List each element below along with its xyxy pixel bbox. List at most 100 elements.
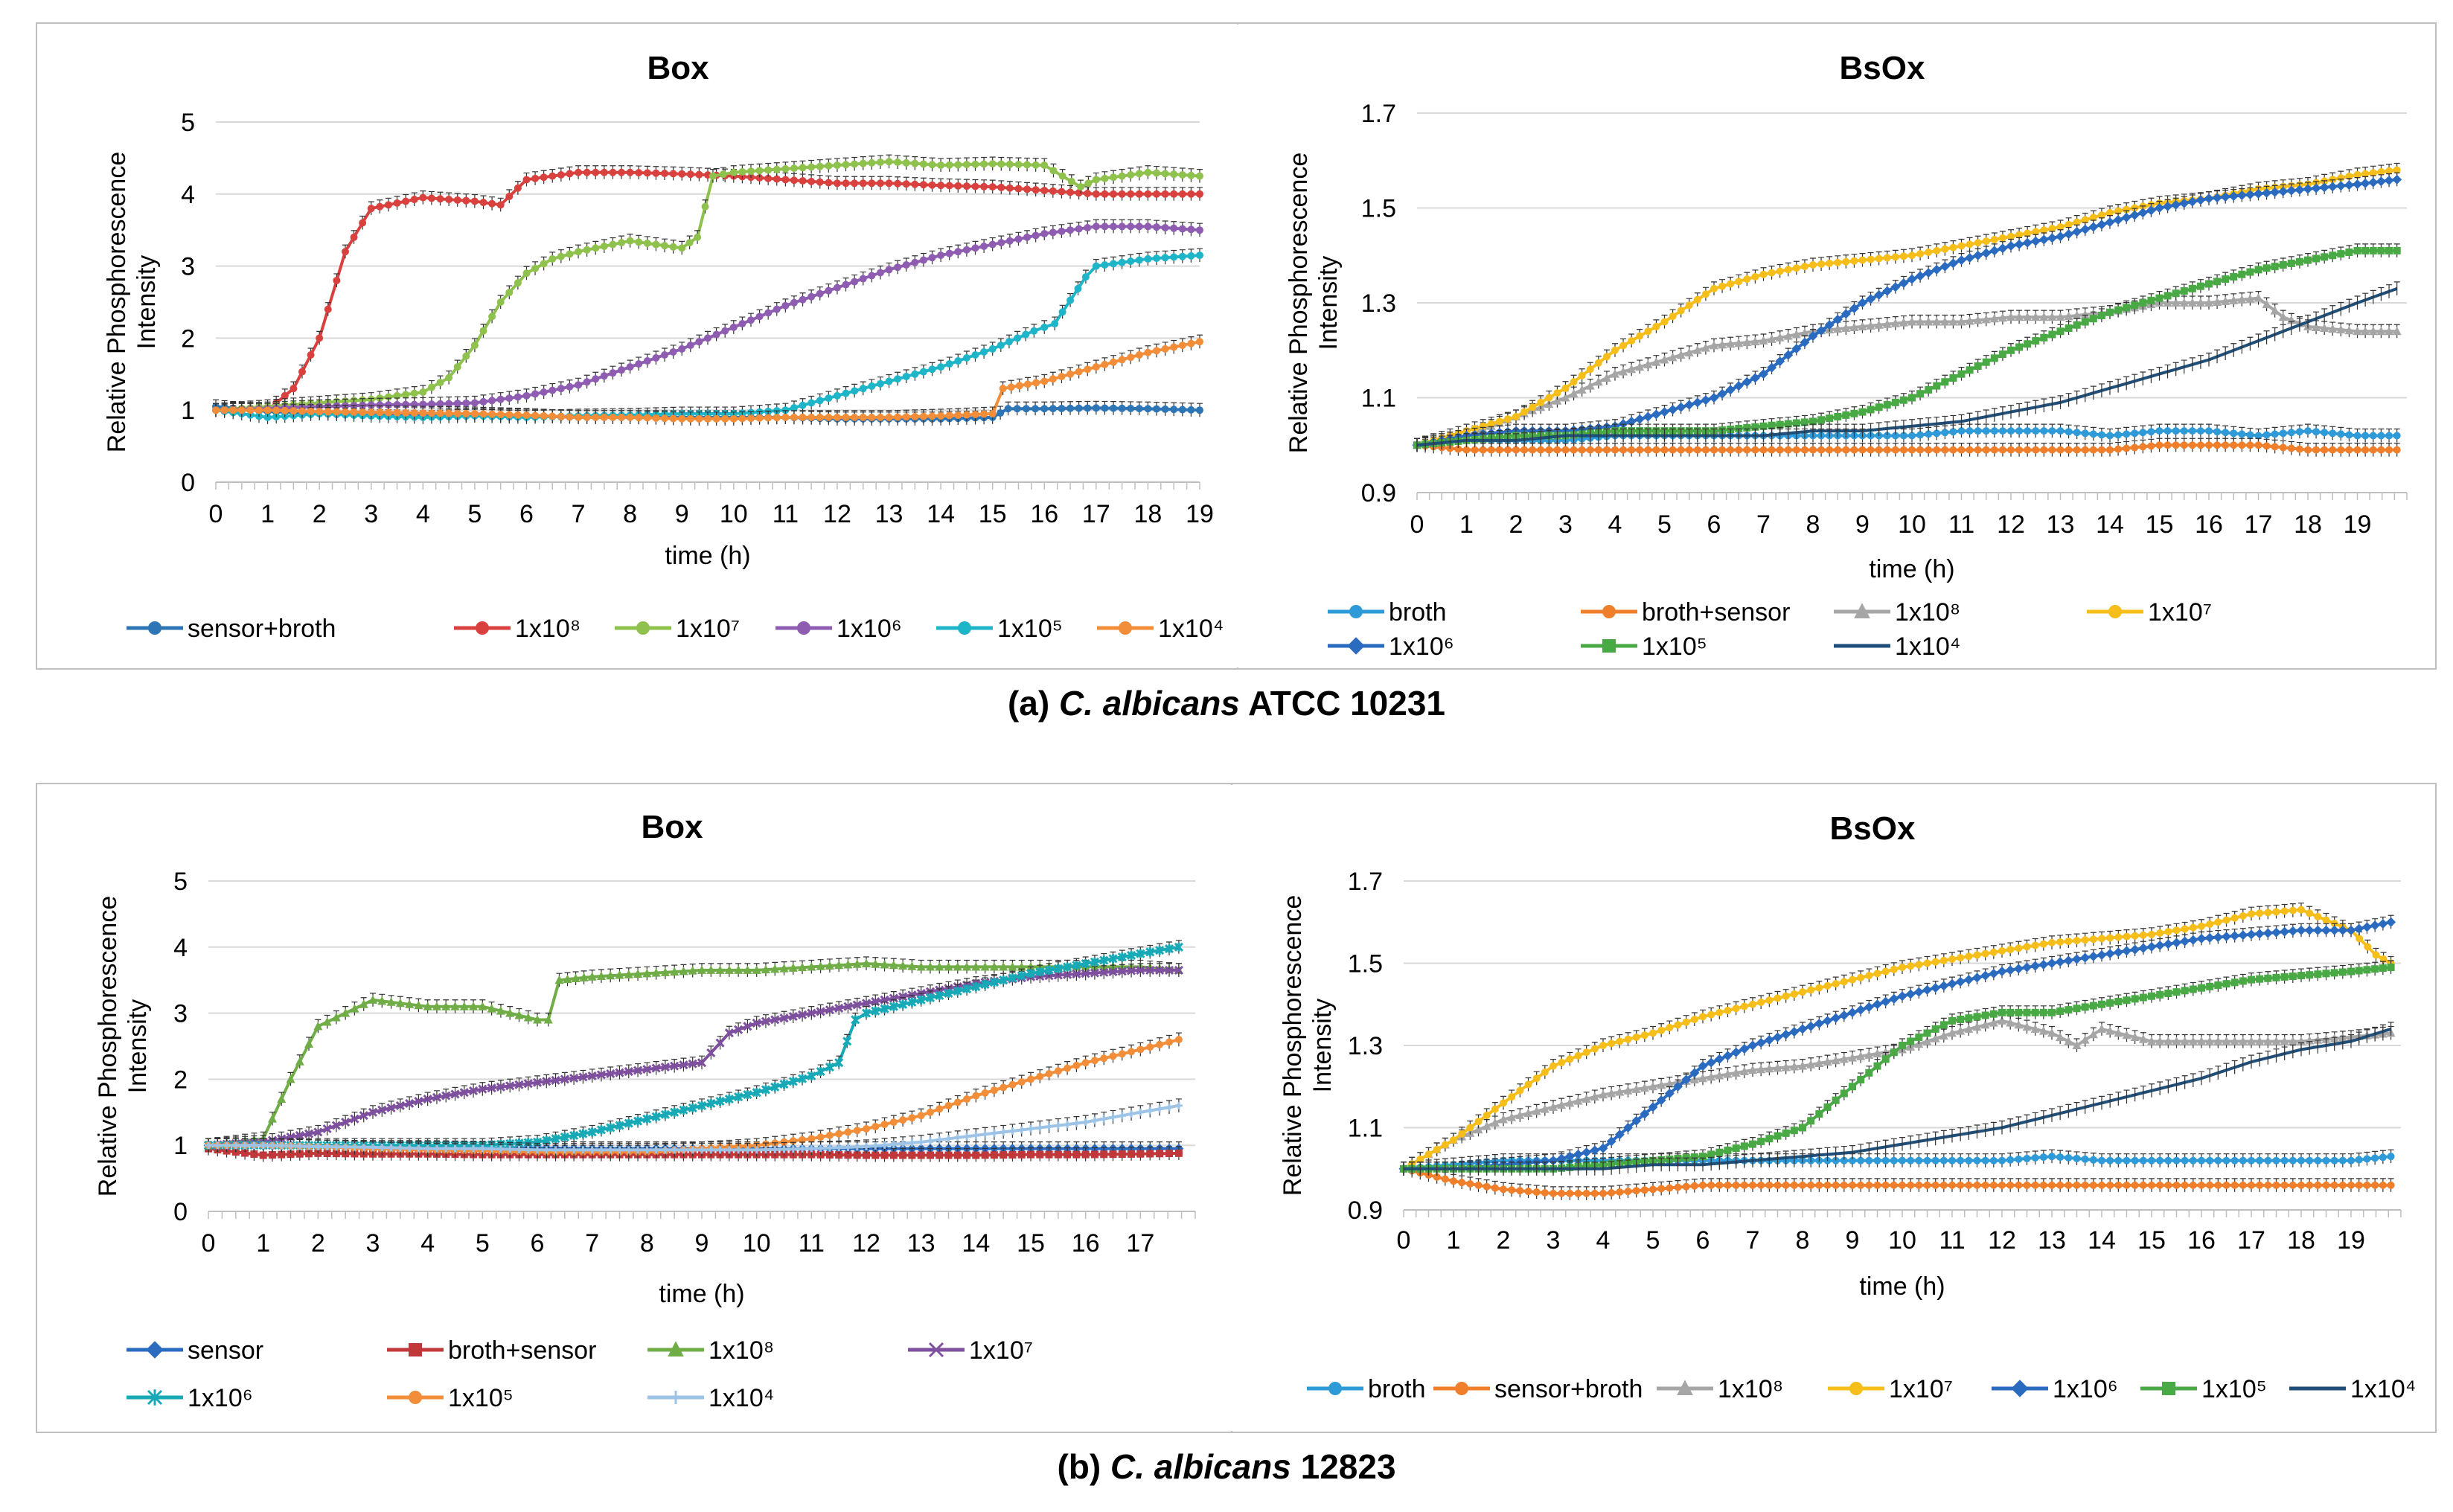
data-point (322, 1016, 332, 1026)
data-point (944, 1101, 953, 1109)
data-point (2337, 430, 2345, 438)
data-point (1693, 295, 1701, 304)
data-point (560, 1146, 569, 1154)
data-point (1867, 446, 1875, 454)
data-point (669, 414, 677, 423)
data-point (1718, 446, 1727, 454)
data-point (2220, 192, 2230, 202)
data-point (1479, 422, 1487, 430)
data-point (1146, 1150, 1154, 1158)
data-point (851, 160, 859, 168)
data-point (2353, 326, 2362, 336)
data-point (971, 244, 979, 252)
data-point (911, 159, 919, 167)
data-point (1619, 446, 1628, 454)
data-point (669, 347, 677, 356)
data-point (1849, 303, 1859, 313)
data-point (2304, 256, 2312, 264)
data-point (1973, 315, 1983, 324)
data-point (1049, 405, 1057, 413)
data-point (2254, 441, 2262, 449)
data-point (2072, 310, 2082, 319)
data-point (1063, 970, 1072, 979)
data-point (962, 182, 970, 190)
data-point (1076, 183, 1084, 191)
data-point (781, 164, 790, 173)
x-tick-label: 7 (1756, 510, 1771, 539)
data-point (2047, 233, 2057, 243)
data-point (1058, 172, 1066, 180)
data-point (1899, 396, 1907, 404)
data-point (2278, 312, 2288, 321)
data-point (999, 385, 1007, 393)
data-point (488, 397, 496, 405)
data-point (2114, 445, 2123, 453)
data-point (1174, 1149, 1183, 1157)
data-point (1693, 446, 1701, 454)
data-point (926, 1151, 934, 1159)
legend-marker (2108, 605, 2122, 618)
data-point (2195, 298, 2205, 307)
data-point (807, 1008, 816, 1018)
data-point (902, 158, 910, 167)
data-point (1759, 270, 1768, 278)
error-bar (2115, 378, 2122, 393)
data-point (816, 413, 824, 421)
data-point (835, 1144, 843, 1152)
y-tick-label: 0.9 (1361, 479, 1396, 507)
data-point (1561, 393, 1570, 402)
data-point (1022, 405, 1030, 413)
data-point (386, 997, 396, 1006)
data-point (997, 342, 1005, 350)
data-point (1651, 409, 1661, 420)
data-point (807, 413, 816, 421)
data-point (459, 1088, 469, 1098)
data-point (1933, 246, 1941, 254)
x-tick-label: 1 (260, 500, 275, 528)
data-point (2278, 186, 2289, 196)
data-point (1990, 354, 1998, 362)
y-tick-label: 1.5 (1348, 950, 1383, 978)
data-point (1110, 173, 1118, 182)
data-point (368, 995, 377, 1004)
data-point (543, 1146, 551, 1154)
data-point (889, 960, 898, 970)
x-tick-label: 0 (202, 1229, 216, 1258)
data-point (2040, 446, 2048, 454)
data-point (384, 409, 392, 417)
data-point (2238, 430, 2246, 438)
error-bar (2197, 355, 2204, 369)
x-tick-label: 15 (979, 500, 1007, 528)
data-point (514, 1010, 524, 1019)
data-point (1949, 243, 1957, 252)
data-point (1084, 189, 1092, 197)
data-point (1045, 1070, 1053, 1077)
data-point (1090, 1150, 1098, 1159)
data-point (678, 345, 686, 353)
data-point (1840, 309, 1851, 319)
data-point (2361, 432, 2370, 440)
data-point (926, 1108, 934, 1116)
data-point (851, 413, 859, 421)
data-point (917, 1112, 925, 1120)
data-point (626, 237, 634, 245)
x-tick-label: 2 (311, 1229, 325, 1258)
data-point (2254, 293, 2263, 302)
data-point (1750, 336, 1760, 346)
data-point (596, 1125, 607, 1135)
data-point (889, 993, 898, 1003)
data-point (936, 1135, 944, 1144)
data-point (1072, 961, 1081, 970)
data-point (734, 1092, 743, 1102)
data-point (1578, 446, 1586, 454)
data-point (919, 160, 927, 168)
data-point (524, 1146, 532, 1154)
data-point (410, 196, 418, 204)
data-point (1891, 432, 1899, 440)
legend-marker (147, 1389, 163, 1406)
data-point (1824, 320, 1835, 330)
data-point (825, 161, 833, 170)
x-tick-label: 7 (585, 1229, 599, 1258)
data-point (2023, 312, 2033, 321)
error-bar (2230, 343, 2237, 357)
